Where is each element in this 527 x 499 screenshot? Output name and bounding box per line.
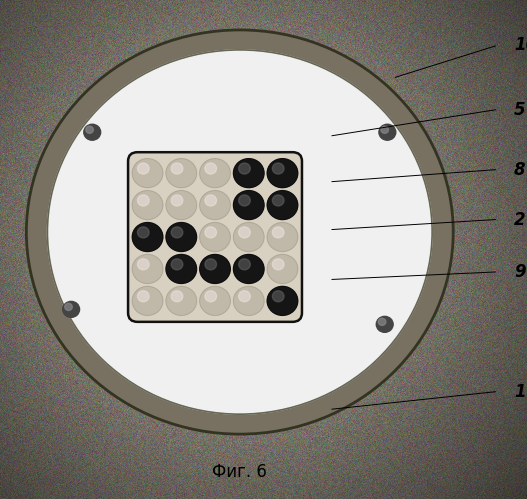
Circle shape: [272, 227, 284, 238]
Circle shape: [233, 254, 264, 283]
Circle shape: [65, 303, 72, 310]
Circle shape: [138, 291, 149, 302]
Circle shape: [272, 163, 284, 174]
Circle shape: [239, 195, 250, 206]
Text: 9: 9: [514, 263, 525, 281]
Circle shape: [166, 191, 197, 220]
Circle shape: [166, 286, 197, 315]
Circle shape: [272, 195, 284, 206]
Text: 1: 1: [514, 383, 525, 401]
Circle shape: [239, 291, 250, 302]
Circle shape: [132, 191, 163, 220]
Circle shape: [205, 227, 217, 238]
Circle shape: [132, 159, 163, 188]
Circle shape: [267, 286, 298, 315]
Circle shape: [378, 318, 386, 325]
Circle shape: [84, 124, 101, 140]
Circle shape: [233, 159, 264, 188]
Circle shape: [171, 195, 183, 206]
Circle shape: [86, 126, 93, 133]
Circle shape: [200, 286, 230, 315]
Circle shape: [138, 259, 149, 270]
Circle shape: [205, 163, 217, 174]
Circle shape: [376, 316, 393, 332]
Circle shape: [267, 191, 298, 220]
Circle shape: [239, 227, 250, 238]
Circle shape: [205, 259, 217, 270]
Circle shape: [267, 159, 298, 188]
Circle shape: [171, 259, 183, 270]
Circle shape: [132, 223, 163, 251]
Text: 8: 8: [514, 161, 525, 179]
Circle shape: [166, 223, 197, 251]
Text: 5: 5: [514, 101, 525, 119]
Circle shape: [138, 227, 149, 238]
Circle shape: [205, 195, 217, 206]
Circle shape: [272, 259, 284, 270]
Circle shape: [267, 254, 298, 283]
Circle shape: [63, 301, 80, 317]
Text: 2: 2: [514, 211, 525, 229]
Text: Фиг. 6: Фиг. 6: [212, 463, 267, 481]
Circle shape: [132, 286, 163, 315]
Circle shape: [138, 195, 149, 206]
Circle shape: [200, 254, 230, 283]
Circle shape: [379, 124, 396, 140]
Circle shape: [138, 163, 149, 174]
Circle shape: [233, 223, 264, 251]
Circle shape: [239, 163, 250, 174]
Circle shape: [233, 286, 264, 315]
Circle shape: [233, 191, 264, 220]
Text: 10: 10: [514, 36, 527, 54]
Circle shape: [171, 163, 183, 174]
Circle shape: [272, 291, 284, 302]
Circle shape: [205, 291, 217, 302]
Circle shape: [381, 126, 388, 133]
Circle shape: [267, 223, 298, 251]
Circle shape: [171, 291, 183, 302]
Circle shape: [239, 259, 250, 270]
Circle shape: [200, 191, 230, 220]
Circle shape: [166, 254, 197, 283]
FancyBboxPatch shape: [128, 152, 302, 322]
Circle shape: [26, 30, 453, 434]
Circle shape: [166, 159, 197, 188]
Circle shape: [200, 223, 230, 251]
Circle shape: [171, 227, 183, 238]
Circle shape: [200, 159, 230, 188]
Circle shape: [47, 50, 432, 414]
Circle shape: [132, 254, 163, 283]
